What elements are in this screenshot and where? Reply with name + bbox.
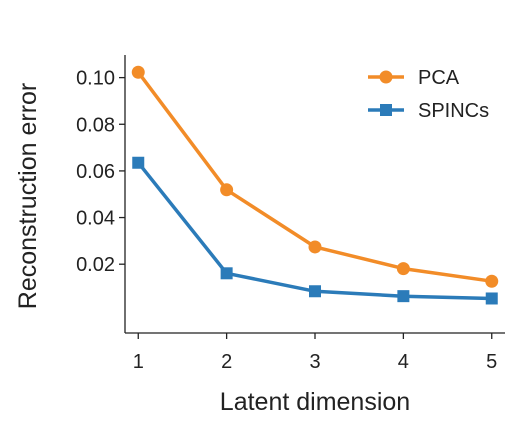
- x-tick-label: 3: [309, 351, 320, 373]
- y-tick-label: 0.02: [76, 254, 115, 276]
- spincs-point: [132, 156, 145, 169]
- x-axis-title: Latent dimension: [220, 388, 410, 416]
- legend: PCA SPINCs: [368, 67, 489, 122]
- pca-point: [396, 262, 410, 276]
- series-layer: [131, 65, 499, 305]
- spincs-point: [397, 290, 410, 303]
- x-tick-label: 2: [221, 351, 232, 373]
- axes: 0.02 0.04 0.06 0.08 0.10 1 2 3 4 5: [76, 55, 505, 373]
- spincs-point: [485, 292, 498, 305]
- y-tick-label: 0.10: [76, 68, 115, 90]
- pca-point: [220, 183, 234, 197]
- y-tick-label: 0.08: [76, 114, 115, 136]
- legend-label-pca: PCA: [418, 67, 460, 89]
- y-tick-label: 0.04: [76, 208, 115, 230]
- x-tick-label: 5: [486, 351, 497, 373]
- pca-point: [131, 65, 145, 79]
- x-tick-label: 4: [398, 351, 409, 373]
- legend-marker-pca: [379, 70, 393, 84]
- y-tick-label: 0.06: [76, 161, 115, 183]
- legend-label-spincs: SPINCs: [418, 100, 489, 122]
- spincs-point: [309, 285, 321, 298]
- pca-point: [308, 240, 322, 254]
- pca-point: [485, 274, 499, 288]
- x-tick-label: 1: [133, 351, 144, 373]
- y-axis-title: Reconstruction error: [14, 83, 42, 309]
- spincs-series-line: [136, 160, 494, 301]
- legend-marker-spincs: [380, 104, 392, 116]
- spincs-point: [220, 267, 233, 280]
